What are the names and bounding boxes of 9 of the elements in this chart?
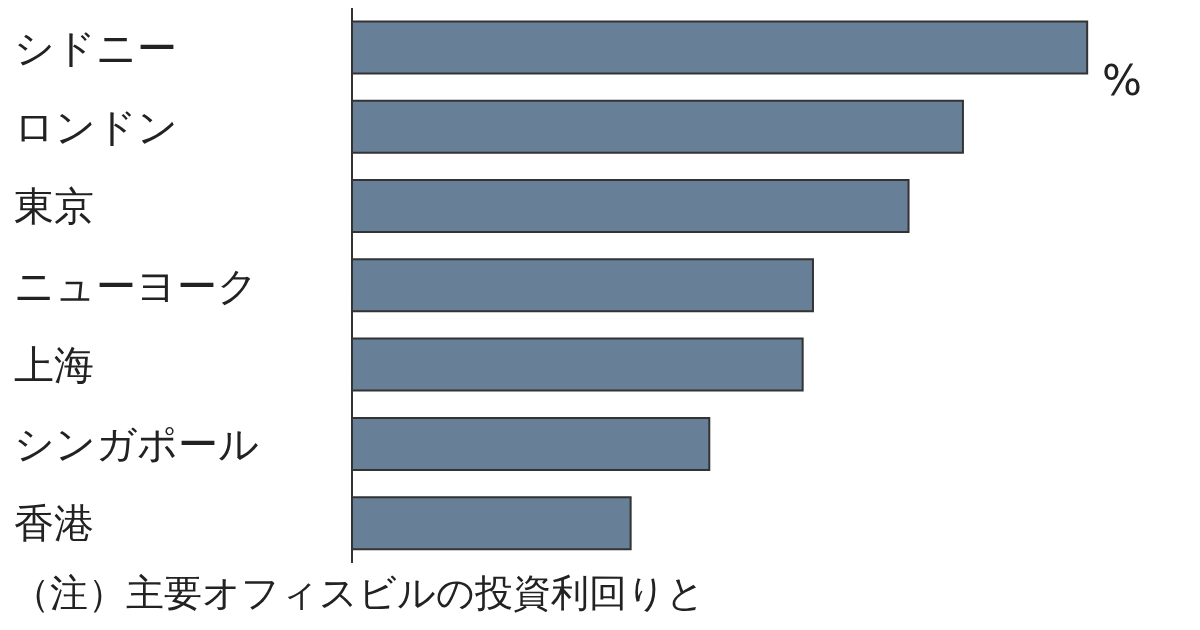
y-tick-label: 上海 [14,341,94,388]
y-tick-label: シンガポール [14,421,259,468]
y-tick-label: ロンドン [14,103,178,150]
text: （注）主要オフィスビルの投資利回りと [12,570,705,617]
y-tick-label: 香港 [14,500,94,547]
x-axis-title: % [1102,56,1142,105]
y-tick-label: 東京 [14,183,94,230]
y-tick-label: ニューヨーク [14,262,258,309]
y-tick-label: シドニー [14,24,177,71]
